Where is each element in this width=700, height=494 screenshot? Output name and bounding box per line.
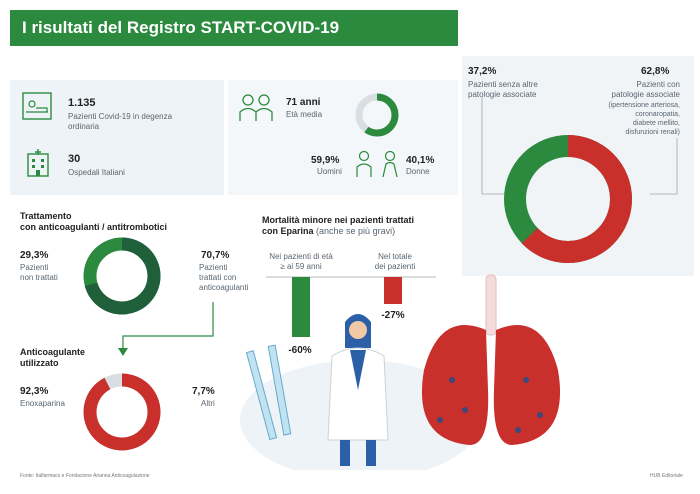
untreated-label-1: Pazienti — [20, 263, 49, 272]
comorbidity-panel — [462, 56, 694, 276]
age-value: 71 anni — [286, 97, 321, 108]
treatment-treated-arc — [83, 237, 161, 315]
bar2-value: -27% — [381, 310, 405, 321]
mortality-bar-total — [384, 277, 402, 304]
treated-label-1: Pazienti — [199, 263, 228, 272]
anticoag-donut-chart — [83, 373, 161, 451]
enoxaparin-value: 92,3% — [20, 386, 49, 397]
illustration — [240, 274, 561, 470]
anticoag-title-2: utilizzato — [20, 358, 59, 368]
comorbidity-detail-1: (ipertensione arteriosa, — [608, 102, 680, 109]
woman-icon — [381, 150, 399, 178]
comorbidity-detail-4: disfunzioni renali) — [625, 129, 680, 136]
other-value: 7,7% — [192, 386, 215, 397]
comorbidity-yes-label-2: patologie associate — [611, 90, 681, 99]
comorbidity-yes-value: 62,8% — [641, 66, 670, 77]
footer-source: Fonte: Italfarmaco e Fondazione Arianna … — [20, 473, 150, 479]
comorbidity-detail-3: diabete mellito, — [632, 120, 680, 127]
patients-label-2: ordinaria — [68, 122, 100, 131]
bar2-label-2: dei pazienti — [374, 262, 416, 271]
comorbidity-right-leader — [650, 138, 678, 195]
women-label: Donne — [406, 167, 430, 176]
elderly-couple-icon — [238, 92, 274, 122]
syringe-icon — [245, 344, 292, 441]
mortality-title-2-row: con Eparina (anche se più gravi) — [262, 226, 395, 237]
lungs-icon — [421, 274, 561, 445]
comorbidity-yes-label-1: Pazienti con — [636, 80, 680, 89]
hospital-icon — [25, 148, 51, 178]
comorbidity-donut-chart — [481, 96, 678, 263]
connector-arrow — [118, 302, 214, 356]
patients-count: 1.135 — [68, 97, 96, 109]
demographics-panel — [228, 80, 458, 195]
comorbidity-no-label-1: Pazienti senza altre — [468, 80, 538, 89]
mortality-title-note: (anche se più gravi) — [316, 226, 396, 236]
gender-donut-men-arc — [355, 93, 399, 137]
bar1-label-1: Nei pazienti di età — [269, 252, 333, 261]
enoxaparin-label: Enoxaparina — [20, 399, 65, 408]
footer-brand: HUB Editoriale — [650, 473, 683, 479]
treatment-donut-chart — [83, 237, 161, 315]
untreated-value: 29,3% — [20, 250, 49, 261]
mortality-bar-elderly — [292, 277, 310, 337]
treated-label-3: anticoagulanti — [199, 283, 249, 292]
hospital-bed-icon — [22, 92, 52, 120]
comorbidity-detail-2: coronaropatia, — [635, 111, 680, 118]
anticoag-title-1: Anticoagulante — [20, 347, 86, 357]
comorbidity-no-value: 37,2% — [468, 66, 497, 77]
page-title: I risultati del Registro START-COVID-19 — [10, 10, 458, 46]
treated-label-2: trattati con — [199, 273, 237, 282]
bar2-label-1: Nel totale — [378, 252, 412, 261]
doctor-figure — [327, 314, 389, 466]
hospitals-label: Ospedali Italiani — [68, 168, 125, 177]
hospitals-count: 30 — [68, 153, 81, 165]
other-label: Altri — [201, 399, 215, 408]
treatment-title-2: con anticoagulanti / antitrombotici — [20, 222, 168, 232]
treated-value: 70,7% — [201, 250, 230, 261]
treatment-title-1: Trattamento — [20, 211, 72, 221]
gender-donut-chart — [355, 93, 399, 137]
comorbidity-no-label-2: patologie associate — [468, 90, 537, 99]
man-icon — [355, 150, 373, 178]
mortality-title-1: Mortalità minore nei pazienti trattati — [262, 215, 415, 225]
bar1-label-2: ≥ ai 59 anni — [280, 262, 322, 271]
anticoag-enoxaparin-arc — [83, 373, 161, 451]
untreated-label-2: non trattati — [20, 273, 58, 282]
patients-label-1: Pazienti Covid-19 in degenza — [68, 112, 173, 121]
comorbidity-left-leader — [481, 96, 506, 195]
mortality-bar-chart — [266, 276, 436, 337]
men-value: 59,9% — [311, 155, 340, 166]
men-label: Uomini — [317, 167, 342, 176]
women-value: 40,1% — [406, 155, 435, 166]
comorbidity-yes-arc — [504, 135, 632, 263]
mortality-title-2: con Eparina — [262, 226, 314, 236]
bar1-value: -60% — [288, 345, 312, 356]
age-label: Età media — [286, 110, 323, 119]
